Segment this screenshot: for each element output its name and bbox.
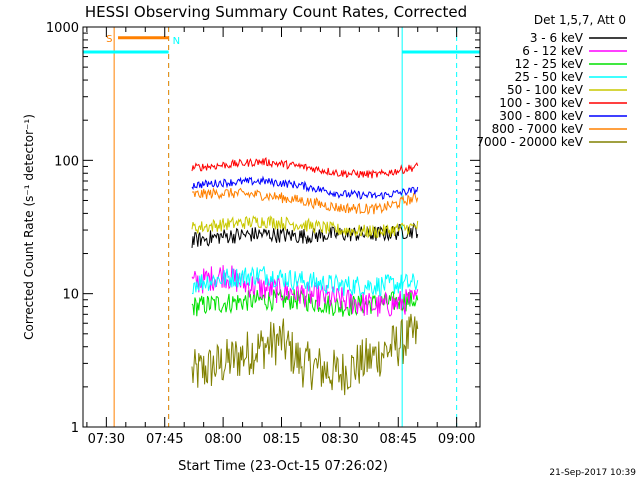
x-tick-label: 07:45 [146,432,183,447]
legend-label: 6 - 12 keV [522,44,584,58]
x-tick-label: 07:30 [88,432,125,447]
legend-label: 3 - 6 keV [530,31,584,45]
y-tick-label: 1 [71,421,79,436]
y-tick-label: 100 [54,154,79,169]
x-tick-label: 08:15 [263,432,300,447]
x-tick-label: 08:30 [321,432,358,447]
legend-label: 300 - 800 keV [499,109,583,123]
y-tick-label: 1000 [46,21,79,36]
legend-label: 25 - 50 keV [515,70,584,84]
series-line [191,156,419,179]
timestamp: 21-Sep-2017 10:39 [549,468,636,478]
legend-label: 50 - 100 keV [507,83,584,97]
x-tick-label: 09:00 [438,432,475,447]
series-line [191,266,419,298]
x-tick-label: 08:00 [204,432,241,447]
legend-title: Det 1,5,7, Att 0 [534,13,626,27]
series-line [192,187,419,216]
legend-label: 7000 - 20000 keV [476,135,583,149]
series-line [191,222,419,248]
axes: 07:30 07:45 08:00 08:15 08:30 08:45 09:00 1 10 10… [46,21,481,447]
legend-label: 100 - 300 keV [499,96,583,110]
x-tick-label: 08:45 [380,432,417,447]
x-axis-label: Start Time (23-Oct-15 07:26:02) [178,459,388,474]
series-line [191,215,419,239]
chart-title: HESSI Observing Summary Count Rates, Cor… [85,3,467,21]
annotation-label: N [173,36,180,47]
legend-label: 800 - 7000 keV [492,122,584,136]
y-axis-label: Corrected Count Rate (s⁻¹ detector⁻¹) [22,114,36,340]
series-line [191,265,419,317]
series-line [191,313,419,396]
series-line [191,175,419,200]
legend-label: 12 - 25 keV [515,57,584,71]
y-tick-label: 10 [62,288,79,303]
plot-frame [82,26,481,428]
annotation-label: S [106,34,112,45]
